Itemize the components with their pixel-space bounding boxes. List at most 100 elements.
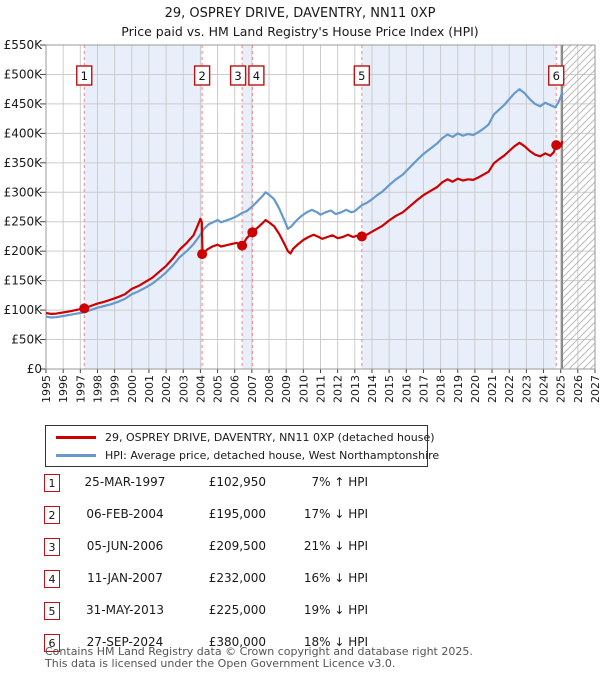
x-tick-label: 2008 [263, 375, 276, 403]
x-tick-label: 2021 [486, 375, 499, 403]
event-number-box [353, 65, 371, 86]
x-tick-label: 2001 [143, 375, 156, 403]
event-number-badge: 4 [44, 570, 60, 588]
transaction-price: £195,000 [208, 507, 266, 521]
transaction-row: 1 25-MAR-1997 £102,950 7% ↑ HPI [0, 474, 600, 494]
transaction-row: 2 06-FEB-2004 £195,000 17% ↓ HPI [0, 506, 600, 526]
x-tick-label: 2022 [503, 375, 516, 403]
ownership-band [361, 45, 557, 369]
transaction-price: £225,000 [208, 603, 266, 617]
transaction-hpi-delta: 17% ↓ HPI [303, 507, 368, 521]
x-tick-label: 2023 [520, 375, 533, 403]
transaction-date: 31-MAY-2013 [85, 603, 164, 617]
x-tick-label: 2004 [194, 375, 207, 403]
transaction-row: 3 05-JUN-2006 £209,500 21% ↓ HPI [0, 538, 600, 558]
x-tick-label: 2027 [589, 375, 600, 403]
event-number-label: 3 [234, 69, 241, 83]
price-line [45, 140, 564, 315]
transaction-price: £102,950 [208, 475, 266, 489]
x-tick-label: 2000 [126, 375, 139, 403]
sale-marker-dot [237, 240, 248, 251]
y-tick-label: £200K [4, 244, 44, 258]
ownership-band [242, 45, 253, 369]
x-tick-label: 2025 [555, 375, 568, 403]
x-tick-label: 2011 [315, 375, 328, 403]
x-tick-label: 2026 [572, 375, 585, 403]
x-tick-label: 2012 [332, 375, 345, 403]
y-tick-label: £550K [4, 38, 44, 52]
transaction-hpi-delta: 19% ↓ HPI [303, 603, 368, 617]
event-number-box [193, 65, 211, 86]
future-hatch-zone [562, 45, 595, 369]
hpi-series-label: HPI: Average price, detached house, West… [105, 448, 440, 462]
y-tick-label: £450K [4, 97, 44, 111]
transaction-date: 25-MAR-1997 [84, 475, 166, 489]
transaction-price: £209,500 [208, 539, 266, 553]
plot-border [45, 44, 596, 370]
y-tick-label: £150K [4, 274, 44, 288]
y-tick-label: £500K [4, 67, 44, 81]
x-tick-label: 2017 [417, 375, 430, 403]
y-tick-label: £100K [4, 303, 44, 317]
event-number-badge: 6 [44, 634, 60, 652]
event-number-label: 2 [198, 69, 205, 83]
x-tick-label: 2005 [212, 375, 225, 403]
y-tick-label: £300K [4, 185, 44, 199]
event-number-box [248, 65, 265, 86]
transaction-date: 27-SEP-2024 [86, 635, 164, 649]
transaction-price: £232,000 [208, 571, 266, 585]
sale-marker-dot [247, 227, 258, 238]
license-footer-line2: This data is licensed under the Open Gov… [45, 656, 396, 670]
legend-row-price: 29, OSPREY DRIVE, DAVENTRY, NN11 0XP (de… [46, 430, 435, 445]
x-tick-label: 2019 [452, 375, 465, 403]
transaction-hpi-delta: 21% ↓ HPI [303, 539, 368, 553]
price-series-swatch [56, 435, 96, 439]
event-number-label: 1 [81, 69, 88, 83]
x-tick-label: 1998 [91, 375, 104, 403]
transaction-date: 05-JUN-2006 [86, 539, 164, 553]
x-tick-label: 2014 [366, 375, 379, 403]
event-number-box [229, 65, 247, 86]
transaction-hpi-delta: 16% ↓ HPI [303, 571, 368, 585]
x-tick-label: 2015 [383, 375, 396, 403]
y-tick-label: £350K [4, 156, 44, 170]
transaction-date: 06-FEB-2004 [86, 507, 164, 521]
x-tick-label: 1997 [74, 375, 87, 403]
page-title: 29, OSPREY DRIVE, DAVENTRY, NN11 0XP [164, 6, 436, 21]
y-tick-label: £50K [11, 333, 43, 347]
x-tick-label: 2006 [229, 375, 242, 403]
y-tick-label: £250K [4, 215, 44, 229]
event-number-box [76, 65, 93, 86]
page-subtitle: Price paid vs. HM Land Registry's House … [121, 24, 479, 40]
y-tick-label: £0 [27, 362, 42, 376]
transaction-hpi-delta: 7% ↑ HPI [311, 475, 368, 489]
legend-row-hpi: HPI: Average price, detached house, West… [46, 448, 439, 463]
event-number-label: 4 [253, 69, 260, 83]
x-tick-label: 2020 [469, 375, 482, 403]
x-tick-label: 2002 [160, 375, 173, 403]
sale-marker-dot [197, 249, 208, 260]
transaction-hpi-delta: 18% ↓ HPI [303, 635, 368, 649]
x-tick-label: 2024 [538, 375, 551, 403]
x-tick-label: 1996 [57, 375, 70, 403]
transaction-row: 5 31-MAY-2013 £225,000 19% ↓ HPI [0, 602, 600, 622]
x-tick-label: 2009 [280, 375, 293, 403]
transaction-date: 11-JAN-2007 [87, 571, 163, 585]
ownership-band [84, 45, 203, 369]
x-tick-label: 2007 [246, 375, 259, 403]
x-tick-label: 2018 [435, 375, 448, 403]
x-tick-label: 1999 [109, 375, 122, 403]
transaction-price: £380,000 [208, 635, 266, 649]
y-tick-label: £400K [4, 126, 44, 140]
hpi-line [45, 88, 564, 319]
x-tick-label: 1995 [40, 375, 53, 403]
event-number-badge: 2 [44, 506, 60, 524]
x-tick-label: 2010 [297, 375, 310, 403]
sale-marker-dot [79, 303, 90, 314]
event-number-label: 5 [358, 69, 365, 83]
transaction-row: 6 27-SEP-2024 £380,000 18% ↓ HPI [0, 634, 600, 654]
chart-legend: 29, OSPREY DRIVE, DAVENTRY, NN11 0XP (de… [45, 425, 439, 467]
price-history-chart: 1 2 3 4 5 6 £0 £50K £100K £150K £200K £250K £300K £35… [4, 38, 600, 403]
x-tick-label: 2016 [400, 375, 413, 403]
